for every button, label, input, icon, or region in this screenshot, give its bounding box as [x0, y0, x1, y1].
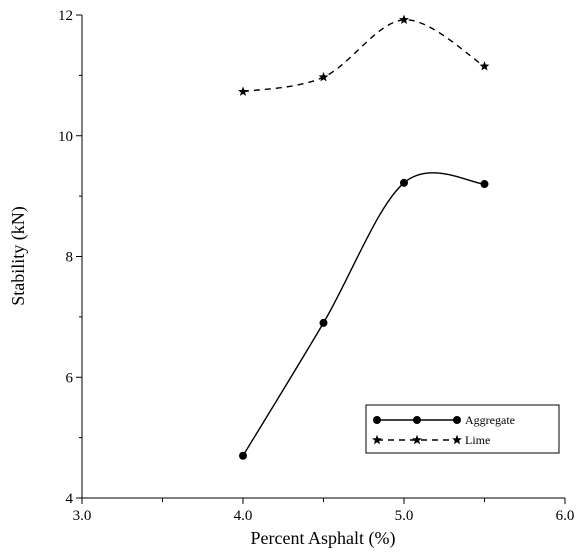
y-tick-label: 4 [66, 491, 74, 507]
legend-lime-label: Lime [465, 433, 490, 447]
y-tick-label: 6 [66, 370, 74, 386]
lime-point [399, 14, 409, 25]
x-ticks: 3.0 4.0 5.0 6.0 [73, 498, 575, 524]
aggregate-point [239, 451, 247, 460]
x-tick-label: 4.0 [234, 508, 253, 524]
aggregate-point [319, 318, 328, 327]
lime-point [479, 61, 490, 71]
legend: Aggregate Lime [365, 404, 560, 454]
legend-aggregate-label: Aggregate [465, 413, 515, 427]
lime-point [318, 71, 329, 82]
lime-point [238, 86, 248, 96]
y-tick-label: 8 [66, 250, 74, 266]
legend-aggregate-marker [453, 416, 461, 424]
legend-box [365, 404, 560, 454]
lime-series-line [242, 19, 485, 93]
x-tick-label: 3.0 [73, 508, 92, 524]
legend-aggregate-marker [413, 416, 421, 424]
legend-items: Aggregate Lime [372, 413, 515, 447]
y-tick-label: 12 [58, 8, 73, 24]
legend-lime-marker [372, 434, 382, 445]
x-axis-title: Percent Asphalt (%) [251, 528, 396, 549]
x-tick-label: 5.0 [395, 508, 414, 524]
legend-lime-marker [412, 434, 422, 445]
series-layer [238, 14, 490, 460]
aggregate-point [400, 178, 408, 187]
x-tick-label: 6.0 [556, 508, 575, 524]
legend-aggregate-marker [373, 416, 381, 424]
y-ticks: 4 6 8 10 12 [58, 8, 82, 507]
aggregate-series-line [242, 172, 485, 457]
y-tick-label: 10 [58, 129, 73, 145]
legend-lime-marker [452, 434, 462, 445]
aggregate-point [480, 180, 489, 189]
y-axis-title: Stability (kN) [8, 206, 29, 306]
